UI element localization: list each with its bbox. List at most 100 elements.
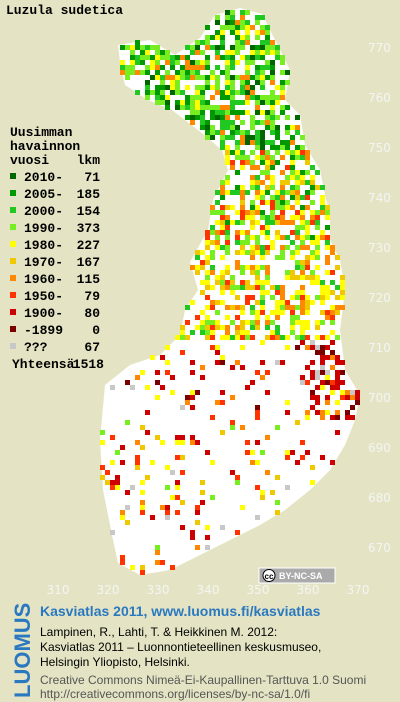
grid-square [340, 305, 345, 310]
y-tick-label: 730 [368, 241, 391, 255]
grid-square [235, 480, 240, 485]
grid-square [330, 310, 335, 315]
legend-swatch [10, 343, 16, 349]
grid-square [225, 60, 230, 65]
grid-square [315, 250, 320, 255]
grid-square [220, 205, 225, 210]
grid-square [250, 200, 255, 205]
grid-square [205, 280, 210, 285]
grid-square [315, 395, 320, 400]
grid-square [280, 250, 285, 255]
grid-square [285, 140, 290, 145]
grid-square [275, 510, 280, 515]
grid-square [210, 115, 215, 120]
legend-count: 0 [92, 323, 100, 338]
grid-square [275, 130, 280, 135]
grid-square [155, 95, 160, 100]
grid-square [250, 90, 255, 95]
grid-square [270, 320, 275, 325]
grid-square [205, 105, 210, 110]
grid-square [345, 395, 350, 400]
grid-square [230, 30, 235, 35]
grid-square [305, 295, 310, 300]
grid-square [175, 485, 180, 490]
grid-square [300, 235, 305, 240]
grid-square [290, 215, 295, 220]
grid-square [245, 20, 250, 25]
grid-square [140, 570, 145, 575]
grid-square [205, 65, 210, 70]
grid-square [230, 470, 235, 475]
legend-count: 115 [77, 272, 101, 287]
grid-square [170, 470, 175, 475]
grid-square [245, 55, 250, 60]
grid-square [265, 40, 270, 45]
grid-square [205, 125, 210, 130]
grid-square [220, 275, 225, 280]
license-badge: cc BY-NC-SA [258, 567, 336, 584]
grid-square [260, 245, 265, 250]
grid-square [315, 335, 320, 340]
grid-square [275, 50, 280, 55]
grid-square [260, 210, 265, 215]
grid-square [215, 20, 220, 25]
grid-square [255, 235, 260, 240]
grid-square [230, 55, 235, 60]
grid-square [285, 220, 290, 225]
grid-square [320, 320, 325, 325]
grid-square [195, 50, 200, 55]
grid-square [290, 310, 295, 315]
grid-square [295, 145, 300, 150]
grid-square [300, 145, 305, 150]
grid-square [265, 250, 270, 255]
grid-square [320, 295, 325, 300]
grid-square [300, 320, 305, 325]
grid-square [310, 270, 315, 275]
grid-square [255, 190, 260, 195]
grid-square [230, 120, 235, 125]
grid-square [335, 430, 340, 435]
grid-square [295, 180, 300, 185]
grid-square [180, 350, 185, 355]
grid-square [210, 230, 215, 235]
grid-square [175, 495, 180, 500]
grid-square [280, 205, 285, 210]
grid-square [220, 125, 225, 130]
grid-square [225, 265, 230, 270]
grid-square [270, 335, 275, 340]
grid-square [235, 110, 240, 115]
grid-square [180, 500, 185, 505]
grid-square [120, 45, 125, 50]
grid-square [170, 85, 175, 90]
grid-square [210, 345, 215, 350]
grid-square [220, 325, 225, 330]
grid-square [275, 145, 280, 150]
grid-square [310, 375, 315, 380]
grid-square [220, 40, 225, 45]
grid-square [210, 135, 215, 140]
grid-square [260, 255, 265, 260]
total-value: 1518 [73, 357, 104, 372]
y-tick-label: 710 [368, 341, 391, 355]
grid-square [135, 40, 140, 45]
grid-square [285, 115, 290, 120]
grid-square [210, 320, 215, 325]
grid-square [215, 55, 220, 60]
grid-square [230, 320, 235, 325]
grid-square [140, 565, 145, 570]
grid-square [230, 10, 235, 15]
grid-square [270, 80, 275, 85]
grid-square [295, 420, 300, 425]
grid-square [250, 210, 255, 215]
grid-square [265, 185, 270, 190]
grid-square [255, 205, 260, 210]
grid-square [220, 105, 225, 110]
grid-square [185, 115, 190, 120]
grid-square [325, 225, 330, 230]
legend-count-heading: lkm [77, 153, 101, 168]
grid-square [270, 105, 275, 110]
grid-square [210, 45, 215, 50]
grid-square [220, 95, 225, 100]
grid-square [235, 170, 240, 175]
grid-square [195, 105, 200, 110]
